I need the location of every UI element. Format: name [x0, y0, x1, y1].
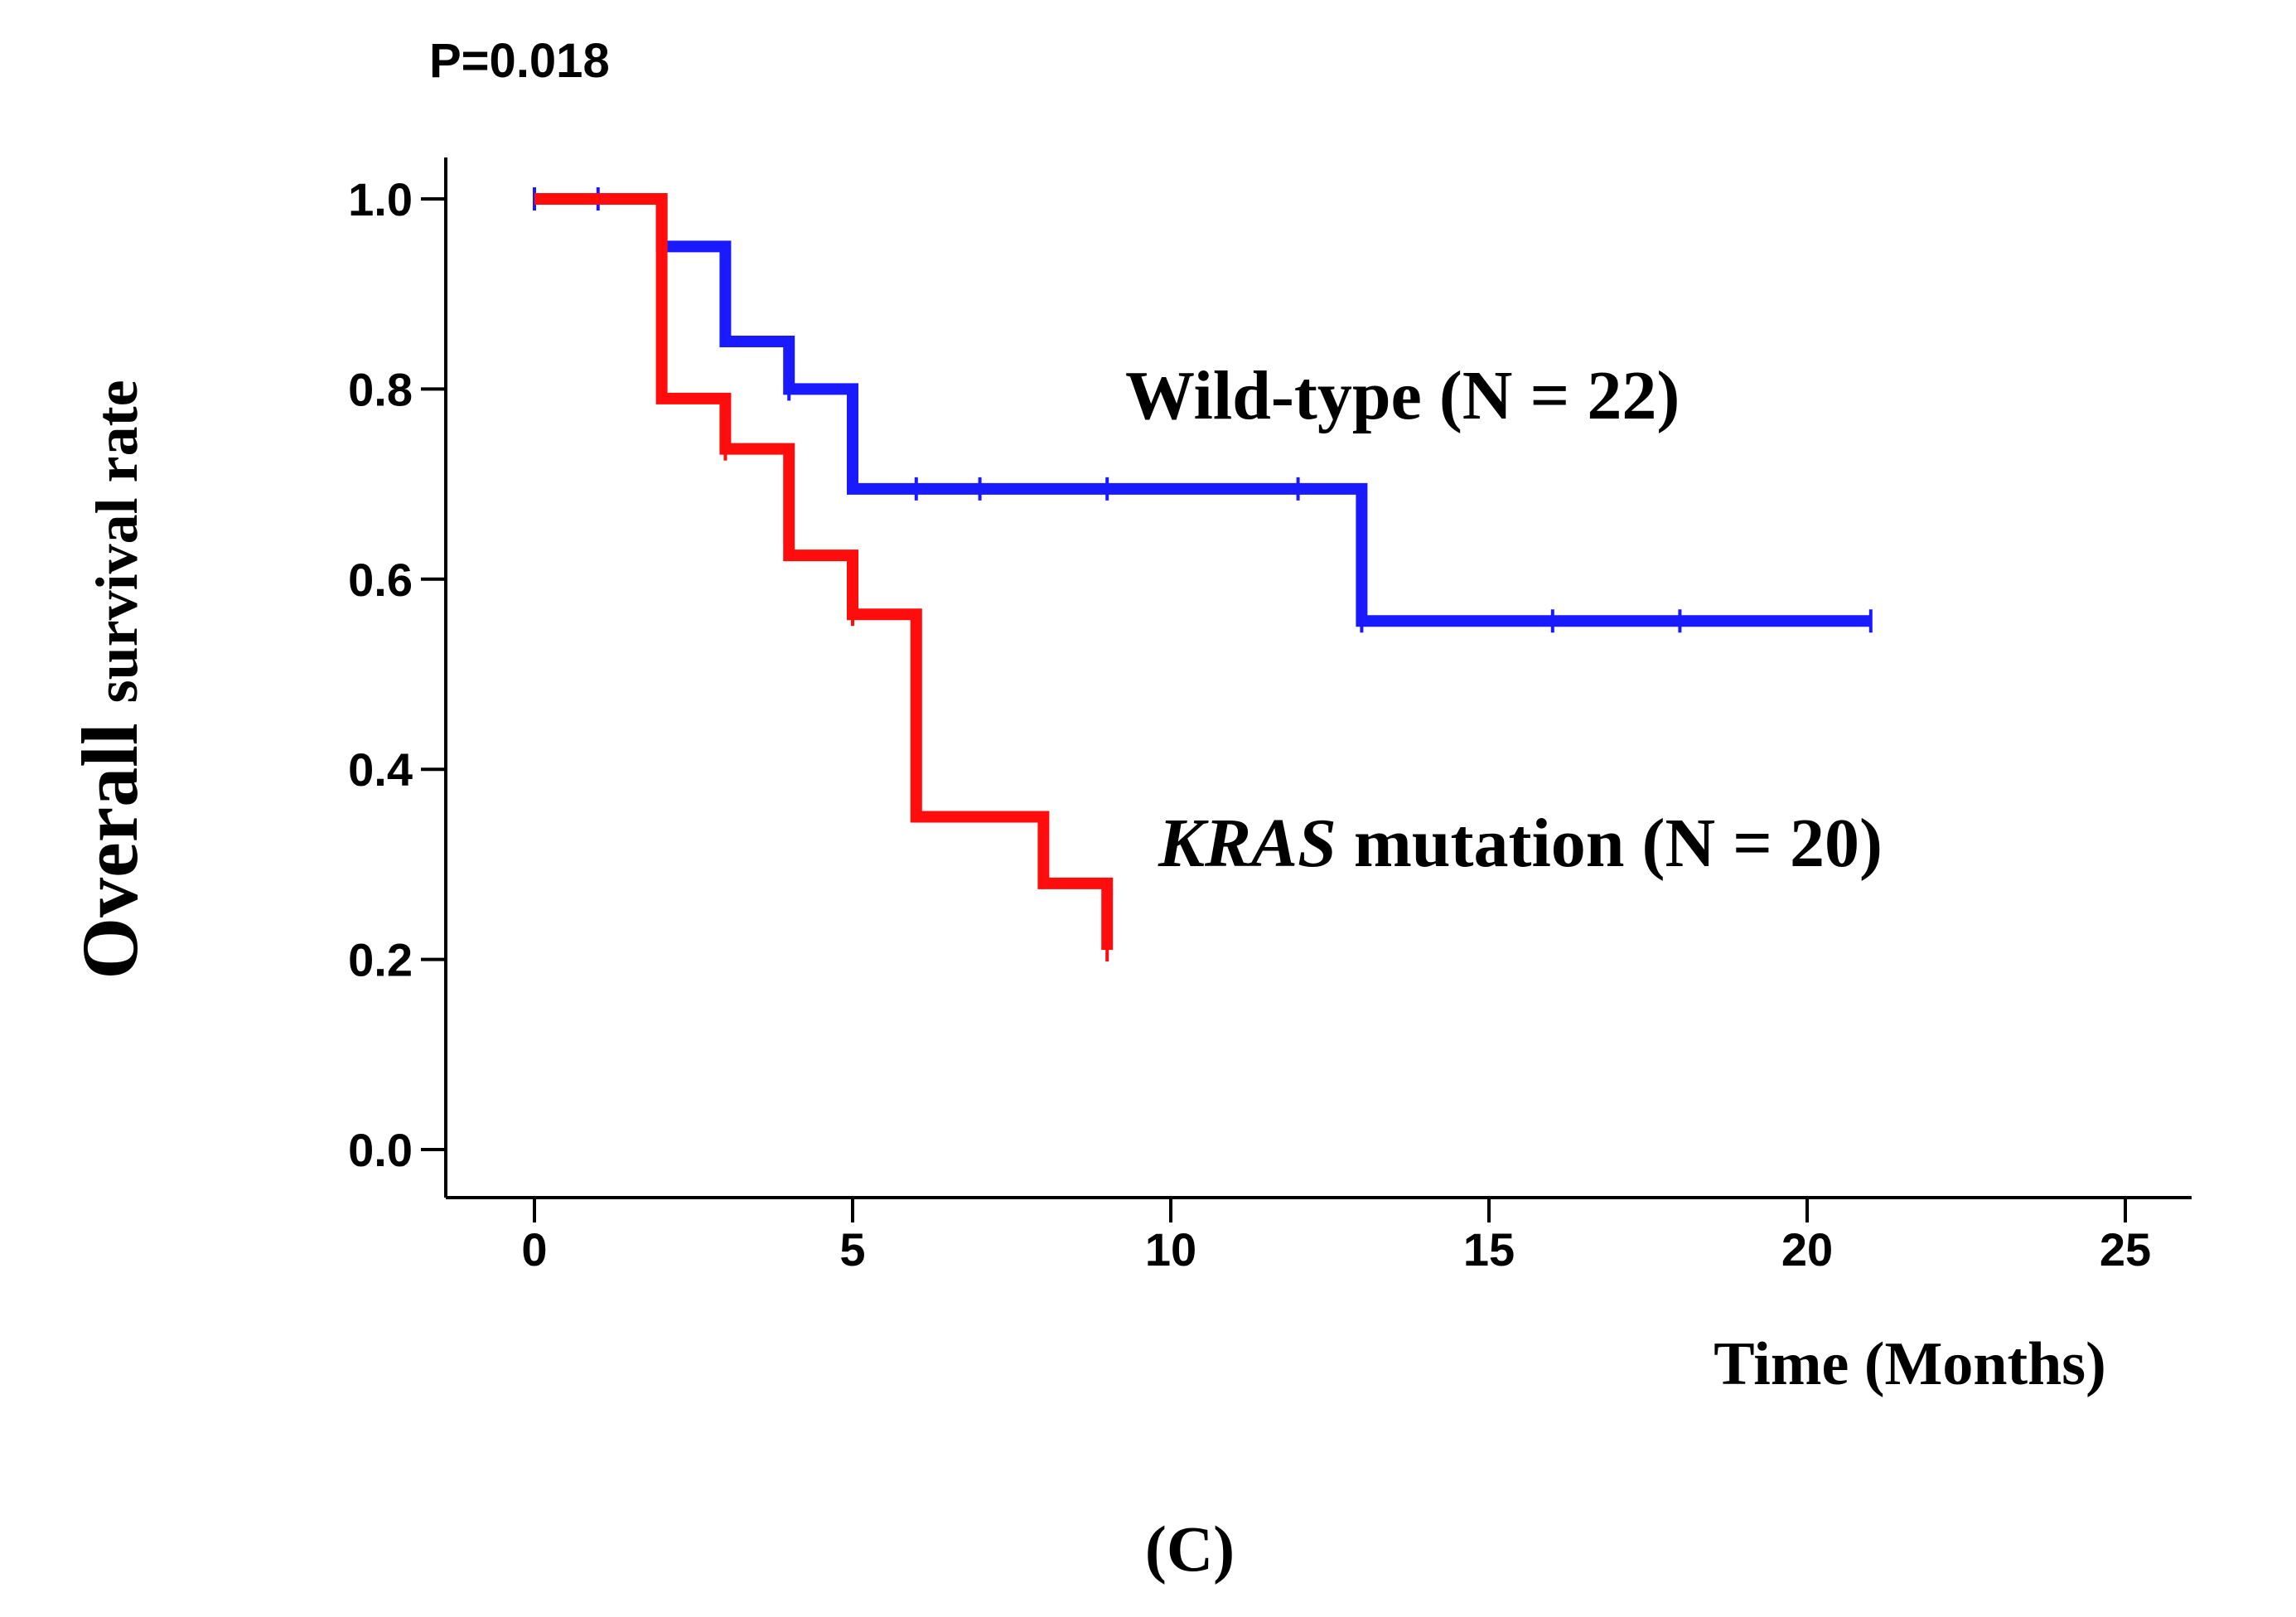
x-tick-label: 15 [1463, 1223, 1515, 1276]
x-tick-label: 0 [521, 1223, 547, 1276]
x-tick-label: 20 [1781, 1223, 1833, 1276]
x-tick-label: 5 [839, 1223, 865, 1276]
legend-wild-type-text: Wild-type (N = 22) [1125, 357, 1680, 434]
legend-wild-type: Wild-type (N = 22) [1125, 357, 1680, 434]
x-axis-label: Time (Months) [1714, 1330, 2105, 1398]
series-layer [533, 187, 1873, 962]
legend-kras-italic: KRAS [1158, 805, 1337, 882]
y-tick-label: 0.6 [348, 554, 413, 606]
y-tick-label: 0.4 [348, 743, 413, 796]
y-axis-label: Overall survival rate [65, 380, 154, 979]
p-value-annotation: P=0.018 [429, 34, 610, 88]
legend-kras-mutation: KRAS mutation (N = 20) [1158, 805, 1883, 882]
y-tick-label: 0.0 [348, 1124, 413, 1176]
y-tick-label: 0.8 [348, 363, 413, 415]
y-tick-label: 1.0 [348, 173, 413, 225]
x-tick-label: 10 [1145, 1223, 1196, 1276]
axes: 0.0 0.2 0.4 0.6 0.8 1.0 0 5 10 15 20 25 [348, 157, 2192, 1276]
panel-label: (C) [1145, 1513, 1235, 1585]
legend-kras-text: mutation (N = 20) [1337, 805, 1883, 882]
y-axis-label-prefix: Overall [65, 703, 154, 979]
y-tick-label: 0.2 [348, 934, 413, 986]
series-line-kras-mutation [534, 193, 1114, 951]
y-axis-label-rest: survival rate [84, 380, 150, 703]
x-tick-label: 25 [2100, 1223, 2151, 1276]
